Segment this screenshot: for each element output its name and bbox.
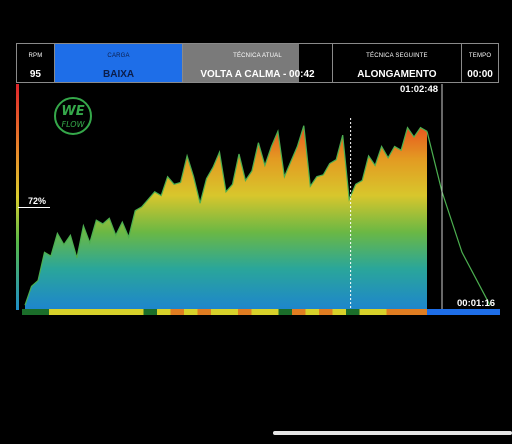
tecnica-atual-value: VOLTA A CALMA - 00:42 — [200, 69, 315, 80]
intensity-scale-bar — [16, 84, 19, 310]
zone-segment — [130, 309, 144, 315]
we-flow-logo: WE FLOW — [54, 97, 92, 135]
intensity-marker-line — [18, 207, 50, 208]
zone-segment — [346, 309, 360, 315]
zone-segment — [184, 309, 198, 315]
elapsed-time: 01:02:48 — [400, 84, 439, 95]
zone-segment — [22, 309, 36, 315]
zone-segment — [143, 309, 158, 315]
rpm-value: 95 — [29, 69, 41, 80]
rpm-label: RPM — [28, 53, 43, 59]
zone-segment — [62, 309, 77, 315]
zone-segment — [224, 309, 239, 315]
zone-segment — [292, 309, 306, 315]
zone-segment — [35, 309, 50, 315]
zone-segment — [332, 309, 347, 315]
zone-segment — [170, 309, 185, 315]
zone-segment — [238, 309, 252, 315]
intensity-marker-label: 72% — [28, 196, 47, 206]
zone-segment — [386, 309, 401, 315]
zone-segment — [89, 309, 104, 315]
upcoming-intensity-line — [426, 131, 491, 306]
zone-segment — [373, 309, 387, 315]
carga-label: CARGA — [107, 53, 130, 59]
zone-segment — [197, 309, 212, 315]
tecnica-seguinte-value: ALONGAMENTO — [357, 69, 437, 80]
carga-value: BAIXA — [103, 69, 135, 80]
tempo-label: TEMPO — [468, 53, 492, 59]
intensity-area — [25, 125, 427, 309]
tecnica-seguinte-cell: TÉCNICA SEGUINTE ALONGAMENTO — [333, 44, 463, 82]
remaining-zone-segment — [427, 309, 500, 315]
zone-segment — [400, 309, 414, 315]
zone-segment — [251, 309, 266, 315]
tempo-cell: TEMPO 00:00 — [462, 44, 498, 82]
svg-text:FLOW: FLOW — [61, 120, 85, 129]
zone-segment — [116, 309, 131, 315]
svg-text:WE: WE — [61, 104, 84, 119]
zone-segment — [49, 309, 63, 315]
zone-segment — [211, 309, 225, 315]
zone-segment — [265, 309, 279, 315]
zone-segment — [278, 309, 293, 315]
zone-segment — [359, 309, 374, 315]
zone-segment — [157, 309, 171, 315]
zone-segment — [305, 309, 320, 315]
carga-cell: CARGA BAIXA — [54, 44, 184, 82]
rpm-cell: RPM 95 — [17, 44, 55, 82]
remaining-time: 00:01:16 — [457, 298, 496, 309]
tempo-value: 00:00 — [467, 69, 493, 80]
workout-header: RPM 95 CARGA BAIXA TÉCNICA ATUAL VOLTA A… — [16, 43, 499, 83]
tecnica-atual-label: TÉCNICA ATUAL — [233, 53, 282, 59]
zone-segment — [319, 309, 333, 315]
zone-segment — [413, 309, 428, 315]
zone-segment — [103, 309, 117, 315]
home-indicator[interactable] — [273, 431, 512, 435]
zone-segment — [76, 309, 90, 315]
tecnica-atual-cell: TÉCNICA ATUAL VOLTA A CALMA - 00:42 — [183, 44, 333, 82]
tecnica-seguinte-label: TÉCNICA SEGUINTE — [366, 53, 428, 59]
intensity-line — [24, 125, 428, 306]
